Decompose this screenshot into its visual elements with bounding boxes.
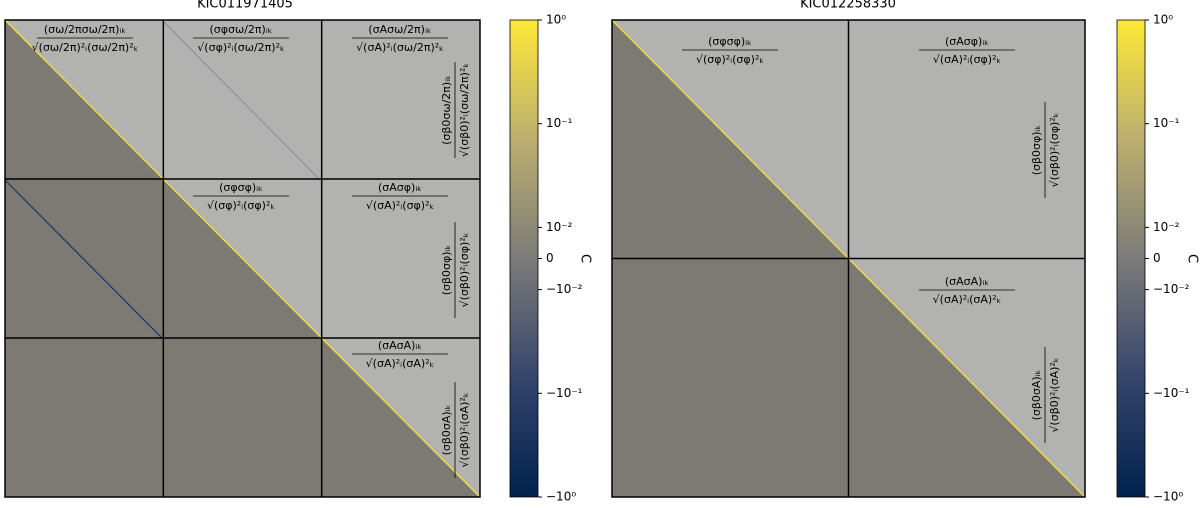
chart-title: KIC012258330: [800, 0, 896, 12]
annotation-denominator: √(σβ0)²ᵢ(σφ)²ₖ: [1048, 113, 1061, 188]
colorbar: [509, 19, 539, 498]
annotation-denominator: √(σφ)²ᵢ(σφ)²ₖ: [696, 53, 764, 66]
annotation-denominator: √(σω/2π)²ᵢ(σω/2π)²ₖ: [32, 41, 139, 54]
annotation: (σφσω/2π)ᵢₖ √(σφ)²ᵢ(σω/2π)²ₖ: [193, 23, 289, 54]
annotation: (σAσφ)ᵢₖ √(σA)²ᵢ(σφ)²ₖ: [352, 181, 448, 212]
colorbar-label: C: [578, 254, 593, 263]
tick-label: 10⁻¹: [546, 116, 573, 130]
annotation-numerator: (σβ0σφ)ᵢₖ: [1030, 125, 1043, 175]
streak: [161, 19, 321, 181]
annotation-denominator: √(σβ0)²ᵢ(σω/2π)²ₖ: [458, 63, 471, 157]
colorbar-label: C: [1185, 254, 1200, 263]
tick-label: 10⁻¹: [1153, 116, 1180, 130]
annotation-denominator: √(σA)²ᵢ(σω/2π)²ₖ: [356, 41, 444, 54]
annotation-numerator: (σφσφ)ᵢₖ: [219, 181, 263, 194]
matrix-frame: [611, 19, 1086, 498]
annotation-numerator: (σAσω/2π)ᵢₖ: [368, 23, 431, 36]
tick-label: −10⁰: [1153, 490, 1183, 504]
annotation: (σφσφ)ᵢₖ √(σφ)²ᵢ(σφ)²ₖ: [682, 35, 778, 66]
tick-label: −10⁻¹: [1153, 386, 1190, 400]
annotation-denominator: √(σβ0)²ᵢ(σφ)²ₖ: [458, 233, 471, 308]
annotation: (σβ0σA)ᵢₖ √(σβ0)²ᵢ(σA)²ₖ: [440, 382, 471, 478]
tick-label: 10⁰: [1153, 13, 1173, 27]
annotation-numerator: (σAσφ)ᵢₖ: [378, 181, 422, 194]
annotation: (σω/2πσω/2π)ᵢₖ √(σω/2π)²ᵢ(σω/2π)²ₖ: [32, 23, 139, 54]
annotation-denominator: √(σβ0)²ᵢ(σA)²ₖ: [458, 392, 471, 467]
annotation-numerator: (σω/2πσω/2π)ᵢₖ: [44, 23, 126, 36]
chart-title: KIC011971405: [197, 0, 293, 12]
annotation-denominator: √(σA)²ᵢ(σφ)²ₖ: [366, 199, 434, 212]
tick-label: −10⁰: [546, 490, 576, 504]
annotation: (σβ0σφ)ᵢₖ √(σβ0)²ᵢ(σφ)²ₖ: [1030, 102, 1061, 198]
annotation-numerator: (σAσA)ᵢₖ: [378, 339, 422, 352]
streak: [4, 179, 163, 339]
tick-label: 0: [546, 251, 554, 265]
annotation-denominator: √(σA)²ᵢ(σA)²ₖ: [366, 357, 435, 370]
annotation: (σβ0σφ)ᵢₖ √(σβ0)²ᵢ(σφ)²ₖ: [440, 222, 471, 318]
annotation: (σAσφ)ᵢₖ √(σA)²ᵢ(σφ)²ₖ: [919, 35, 1015, 66]
tick-label: 0: [1153, 251, 1161, 265]
tick-label: −10⁻¹: [546, 386, 583, 400]
colorbar: [1116, 19, 1146, 498]
annotation-numerator: (σβ0σω/2π)ᵢₖ: [440, 75, 453, 145]
tick-label: −10⁻²: [1153, 282, 1190, 296]
annotation: (σβ0σA)ᵢₖ √(σβ0)²ᵢ(σA)²ₖ: [1030, 347, 1061, 443]
annotation: (σAσA)ᵢₖ √(σA)²ᵢ(σA)²ₖ: [352, 339, 448, 370]
annotation-numerator: (σβ0σA)ᵢₖ: [440, 405, 453, 456]
annotation: (σφσφ)ᵢₖ √(σφ)²ᵢ(σφ)²ₖ: [193, 181, 289, 212]
annotation: (σβ0σω/2π)ᵢₖ √(σβ0)²ᵢ(σω/2π)²ₖ: [440, 62, 471, 158]
annotation-numerator: (σβ0σA)ᵢₖ: [1030, 370, 1043, 421]
annotation-denominator: √(σA)²ᵢ(σA)²ₖ: [933, 293, 1002, 306]
annotation: (σAσω/2π)ᵢₖ √(σA)²ᵢ(σω/2π)²ₖ: [352, 23, 448, 54]
annotation-denominator: √(σA)²ᵢ(σφ)²ₖ: [933, 53, 1001, 66]
tick-label: 10⁻²: [1153, 220, 1180, 234]
annotation-numerator: (σφσφ)ᵢₖ: [708, 35, 752, 48]
matrix-frame: [4, 19, 481, 498]
tick-label: −10⁻²: [546, 282, 583, 296]
annotation-denominator: √(σφ)²ᵢ(σω/2π)²ₖ: [197, 41, 284, 54]
diagonal: [4, 19, 481, 498]
tick-label: 10⁻²: [546, 220, 573, 234]
annotation-numerator: (σAσA)ᵢₖ: [945, 275, 989, 288]
annotation-numerator: (σφσω/2π)ᵢₖ: [210, 23, 273, 36]
annotation: (σAσA)ᵢₖ √(σA)²ᵢ(σA)²ₖ: [919, 275, 1015, 306]
annotation-denominator: √(σφ)²ᵢ(σφ)²ₖ: [207, 199, 275, 212]
annotation-numerator: (σβ0σφ)ᵢₖ: [440, 245, 453, 295]
tick-label: 10⁰: [546, 13, 566, 27]
annotation-numerator: (σAσφ)ᵢₖ: [945, 35, 989, 48]
annotation-denominator: √(σβ0)²ᵢ(σA)²ₖ: [1048, 357, 1061, 432]
